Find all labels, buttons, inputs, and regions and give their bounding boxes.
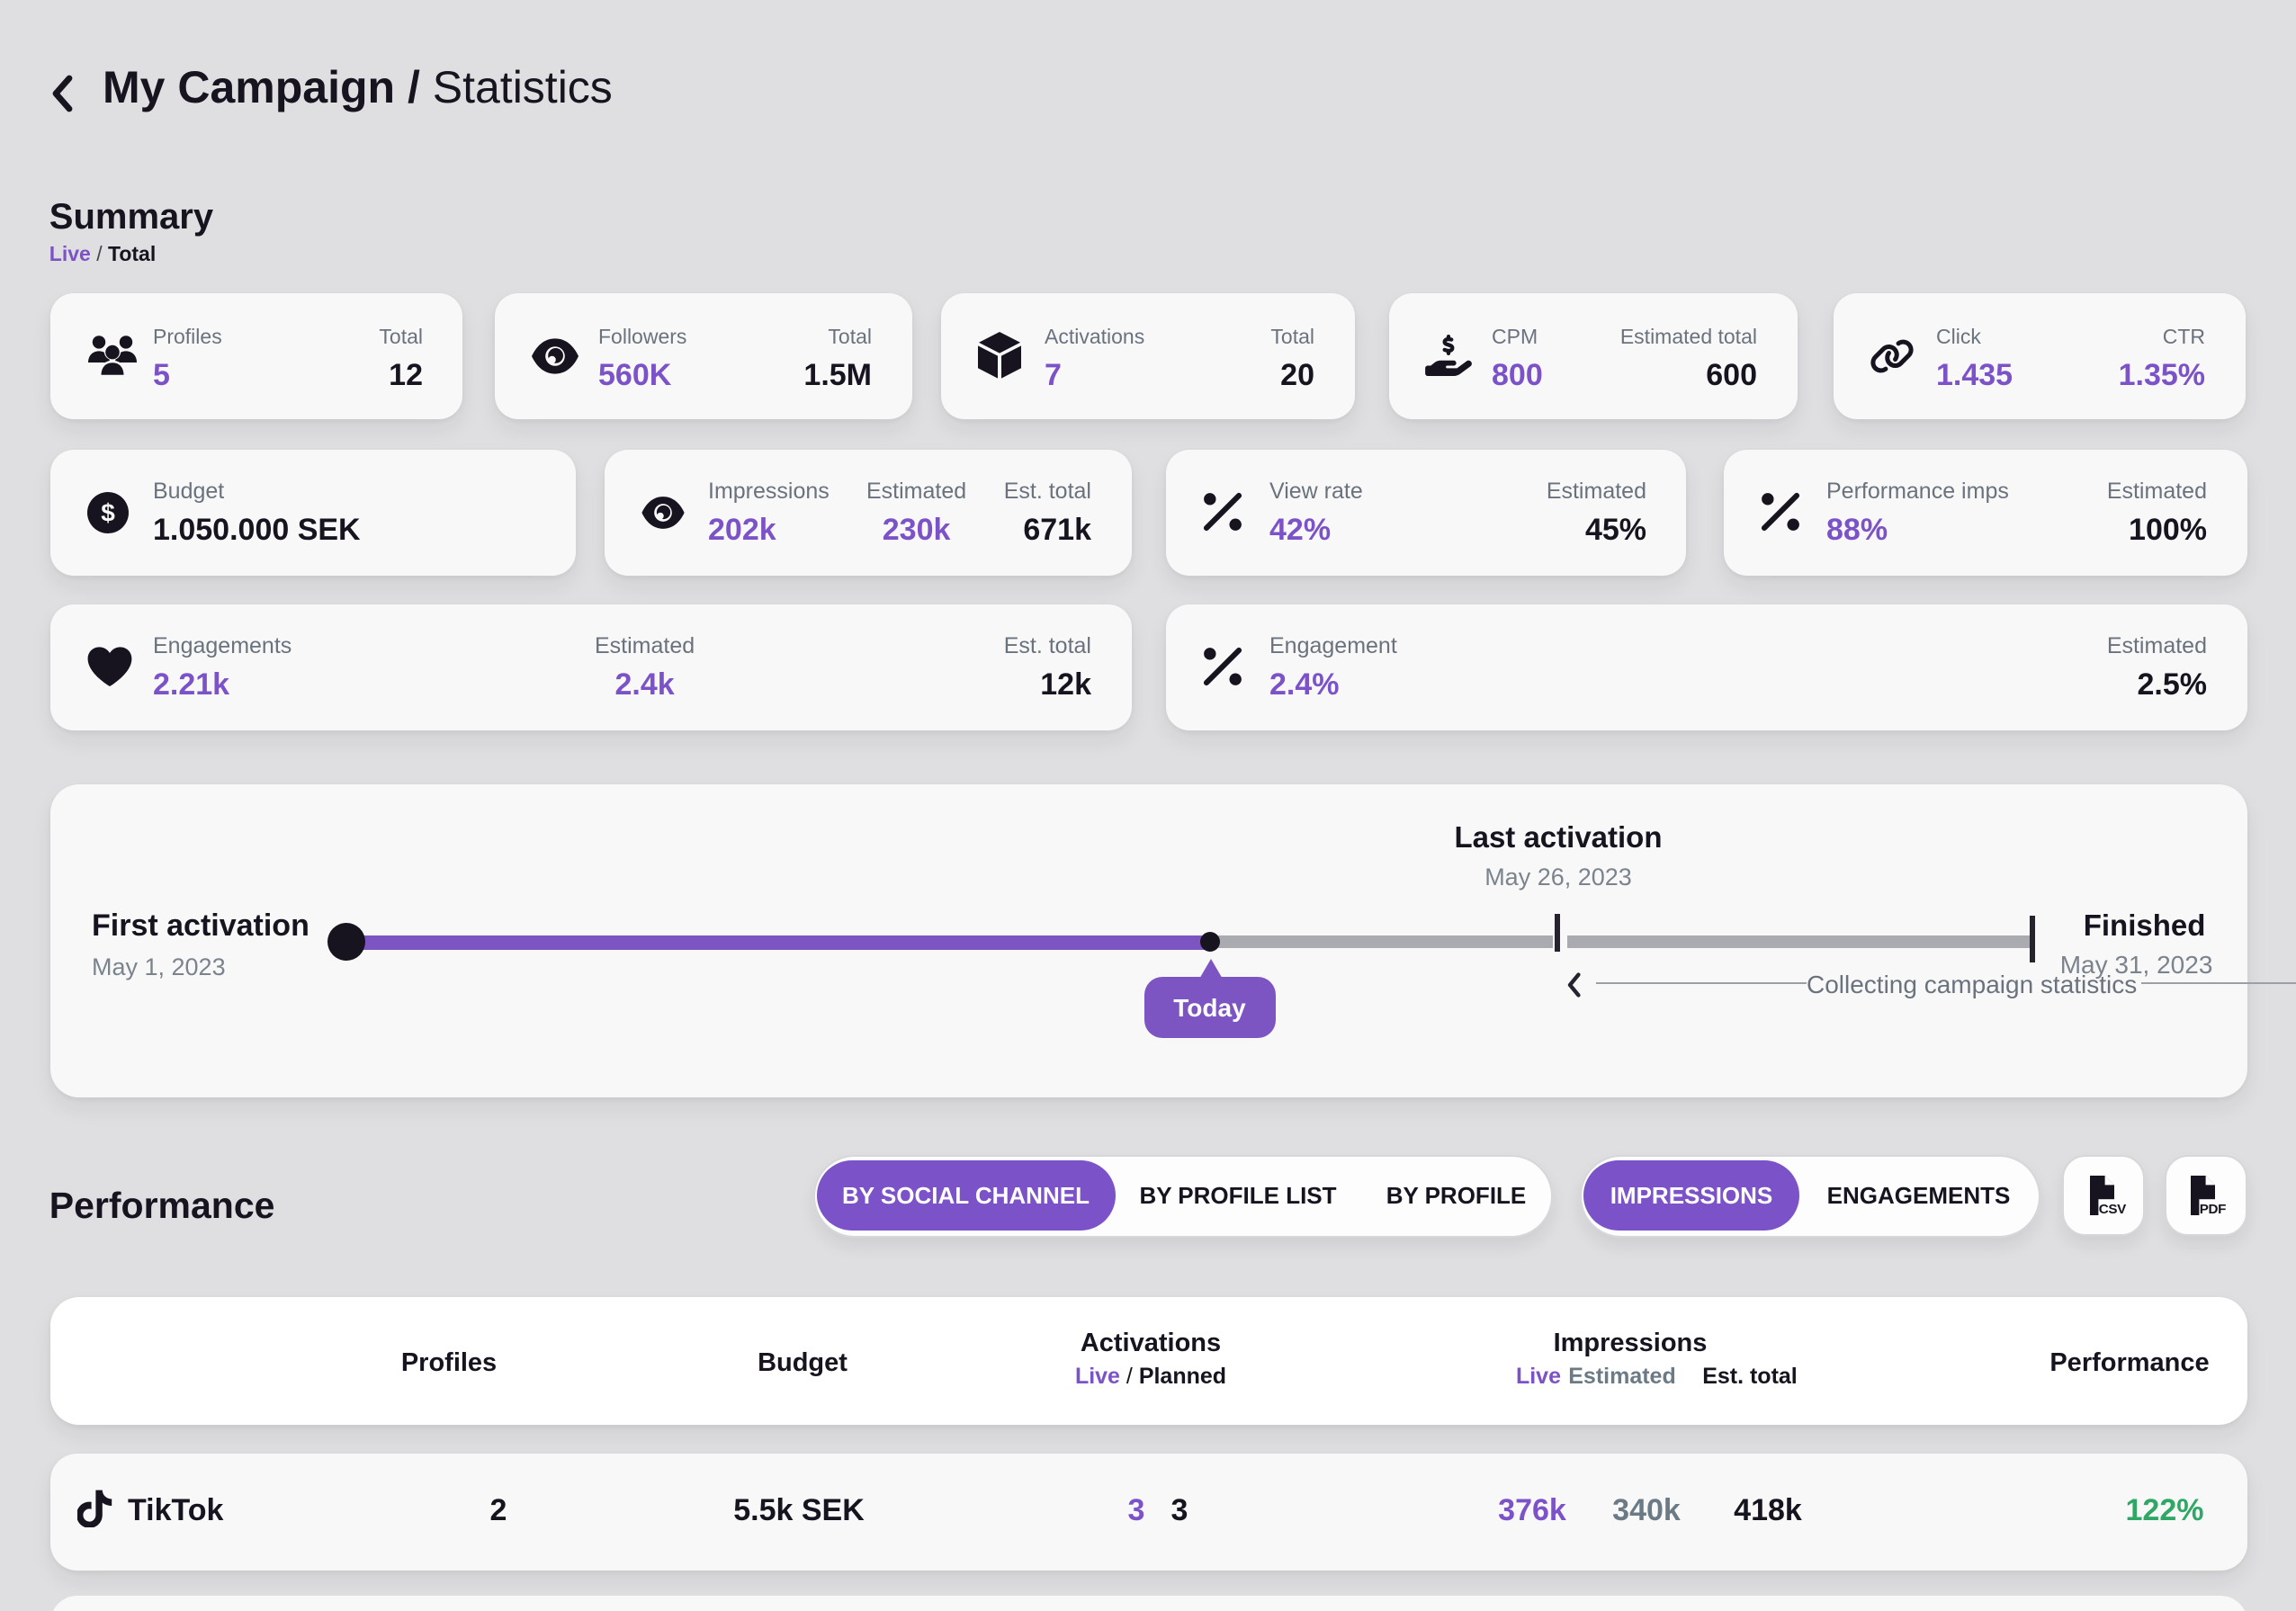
svg-text:$: $ (100, 498, 114, 526)
svg-text:CSV: CSV (2098, 1201, 2126, 1215)
svg-text:PDF: PDF (2200, 1201, 2226, 1215)
